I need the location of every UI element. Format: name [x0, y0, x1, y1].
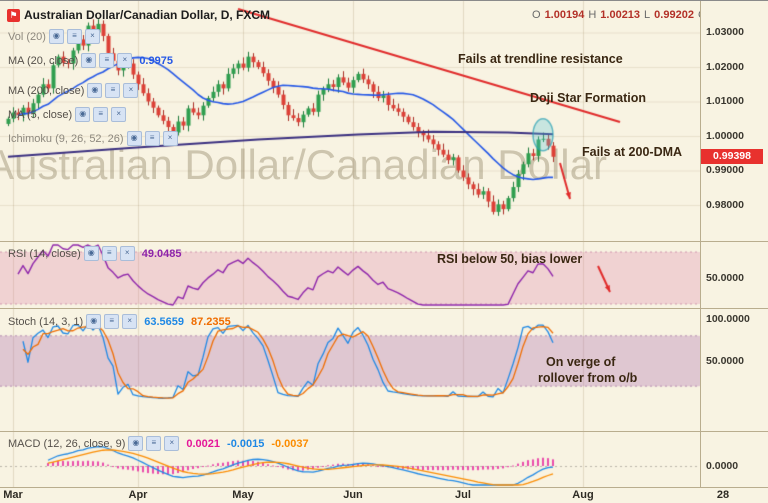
main-chart-panel[interactable]: Australian Dollar/Canadian Dollar ⚑ Aust… [0, 1, 700, 241]
time-axis-label: Jul [455, 489, 471, 501]
settings-icon[interactable]: ≡ [101, 246, 117, 261]
eye-icon[interactable]: ◉ [128, 436, 144, 451]
high-value: 1.00213 [600, 9, 641, 21]
price-axis-label: 1.00000 [706, 130, 744, 142]
open-label: O [532, 9, 541, 21]
legend-row-ma200: MA (200, close) ◉ ≡ × [8, 83, 139, 98]
indicator-label: MACD (12, 26, close, 9) [8, 437, 126, 450]
annotation-rsi: RSI below 50, bias lower [437, 252, 583, 266]
rsi-axis-label: 50.0000 [706, 272, 744, 284]
price-axis-label: 1.01000 [706, 95, 744, 107]
eye-icon[interactable]: ◉ [126, 131, 142, 146]
panel-divider[interactable] [0, 308, 768, 309]
indicator-label: Vol (20) [8, 30, 46, 43]
price-axis[interactable]: 1.03000 1.02000 1.01000 1.00000 0.99000 … [701, 1, 768, 488]
indicator-value: 0.9975 [139, 54, 173, 67]
legend-row-ichimoku: Ichimoku (9, 26, 52, 26) ◉ ≡ × [8, 131, 178, 146]
macd-signal-value: -0.0037 [271, 437, 309, 450]
eye-icon[interactable]: ◉ [75, 107, 91, 122]
time-axis-label: Jun [343, 489, 363, 501]
ohlc-readout: O 1.00194 H 1.00213 L 0.99202 C 0.99398 [532, 9, 700, 21]
panel-divider[interactable] [0, 431, 768, 432]
panel-divider [0, 487, 768, 488]
eye-icon[interactable]: ◉ [87, 83, 103, 98]
indicator-label: MA (20, close) [8, 54, 79, 67]
close-icon[interactable]: × [123, 83, 139, 98]
open-value: 1.00194 [544, 9, 585, 21]
price-axis-label: 1.02000 [706, 61, 744, 73]
settings-icon[interactable]: ≡ [93, 107, 109, 122]
stoch-d-value: 87.2355 [190, 315, 231, 328]
close-icon[interactable]: × [122, 314, 138, 329]
annotation-trendline: Fails at trendline resistance [458, 52, 623, 66]
legend-row-rsi: RSI (14, close) ◉ ≡ × 49.0485 [8, 246, 182, 261]
close-icon[interactable]: × [119, 246, 135, 261]
settings-icon[interactable]: ≡ [99, 53, 115, 68]
last-price-badge: 0.99398 [701, 149, 763, 164]
eye-icon[interactable]: ◉ [48, 29, 64, 44]
price-axis-label: 0.98000 [706, 199, 744, 211]
stoch-axis-label: 50.0000 [706, 355, 744, 367]
legend-row-ma20: MA (20, close) ◉ ≡ × 0.9975 [8, 53, 173, 68]
macd-hist-value: 0.0021 [186, 437, 221, 450]
macd-canvas[interactable] [0, 432, 700, 487]
legend-row-macd: MACD (12, 26, close, 9) ◉ ≡ × 0.0021 -0.… [8, 436, 309, 451]
price-axis-divider [700, 1, 701, 488]
annotation-dma: Fails at 200-DMA [582, 145, 683, 159]
symbol-flag-icon: ⚑ [7, 9, 20, 22]
time-axis-label: 28 [716, 489, 730, 501]
settings-icon[interactable]: ≡ [105, 83, 121, 98]
price-axis-label: 0.99000 [706, 164, 744, 176]
symbol-title[interactable]: Australian Dollar/Canadian Dollar, D, FX… [24, 8, 271, 22]
close-icon[interactable]: × [84, 29, 100, 44]
price-axis-label: 1.03000 [706, 26, 744, 38]
eye-icon[interactable]: ◉ [81, 53, 97, 68]
settings-icon[interactable]: ≡ [66, 29, 82, 44]
high-label: H [588, 9, 597, 21]
eye-icon[interactable]: ◉ [86, 314, 102, 329]
time-axis-label: Apr [128, 489, 148, 501]
stoch-panel[interactable]: Stoch (14, 3, 1) ◉ ≡ × 63.5659 87.2355 O… [0, 309, 700, 431]
settings-icon[interactable]: ≡ [144, 131, 160, 146]
stoch-axis-label: 100.0000 [706, 313, 750, 325]
stoch-canvas[interactable] [0, 309, 700, 431]
legend-row-volume: Vol (20) ◉ ≡ × [8, 29, 100, 44]
indicator-label: Ichimoku (9, 26, 52, 26) [8, 132, 124, 145]
time-axis-label: Mar [3, 489, 23, 501]
low-value: 0.99202 [654, 9, 694, 21]
annotation-doji: Doji Star Formation [530, 91, 646, 105]
annotation-stoch-line2: rollover from o/b [538, 371, 638, 385]
close-icon[interactable]: × [162, 131, 178, 146]
annotation-stoch-line1: On verge of [546, 355, 616, 369]
close-icon[interactable]: × [164, 436, 180, 451]
legend-row-ma5: MA (5, close) ◉ ≡ × [8, 107, 127, 122]
macd-line-value: -0.0015 [227, 437, 265, 450]
low-label: L [644, 9, 651, 21]
settings-icon[interactable]: ≡ [104, 314, 120, 329]
indicator-label: MA (5, close) [8, 108, 73, 121]
legend-row-stoch: Stoch (14, 3, 1) ◉ ≡ × 63.5659 87.2355 [8, 314, 231, 329]
indicator-label: Stoch (14, 3, 1) [8, 315, 84, 328]
eye-icon[interactable]: ◉ [83, 246, 99, 261]
macd-axis-label: 0.0000 [706, 460, 739, 472]
settings-icon[interactable]: ≡ [146, 436, 162, 451]
panel-divider[interactable] [0, 241, 768, 242]
indicator-label: MA (200, close) [8, 84, 85, 97]
close-label: C [698, 9, 700, 21]
close-icon[interactable]: × [111, 107, 127, 122]
stoch-k-value: 63.5659 [144, 315, 184, 328]
rsi-panel[interactable]: RSI (14, close) ◉ ≡ × 49.0485 RSI below … [0, 242, 700, 308]
indicator-value: 49.0485 [141, 247, 182, 260]
time-axis-label: May [232, 489, 254, 501]
macd-panel[interactable]: MACD (12, 26, close, 9) ◉ ≡ × 0.0021 -0.… [0, 432, 700, 487]
time-axis-label: Aug [572, 489, 594, 501]
indicator-label: RSI (14, close) [8, 247, 81, 260]
time-axis[interactable]: Mar Apr May Jun Jul Aug 28 [0, 488, 768, 503]
close-icon[interactable]: × [117, 53, 133, 68]
